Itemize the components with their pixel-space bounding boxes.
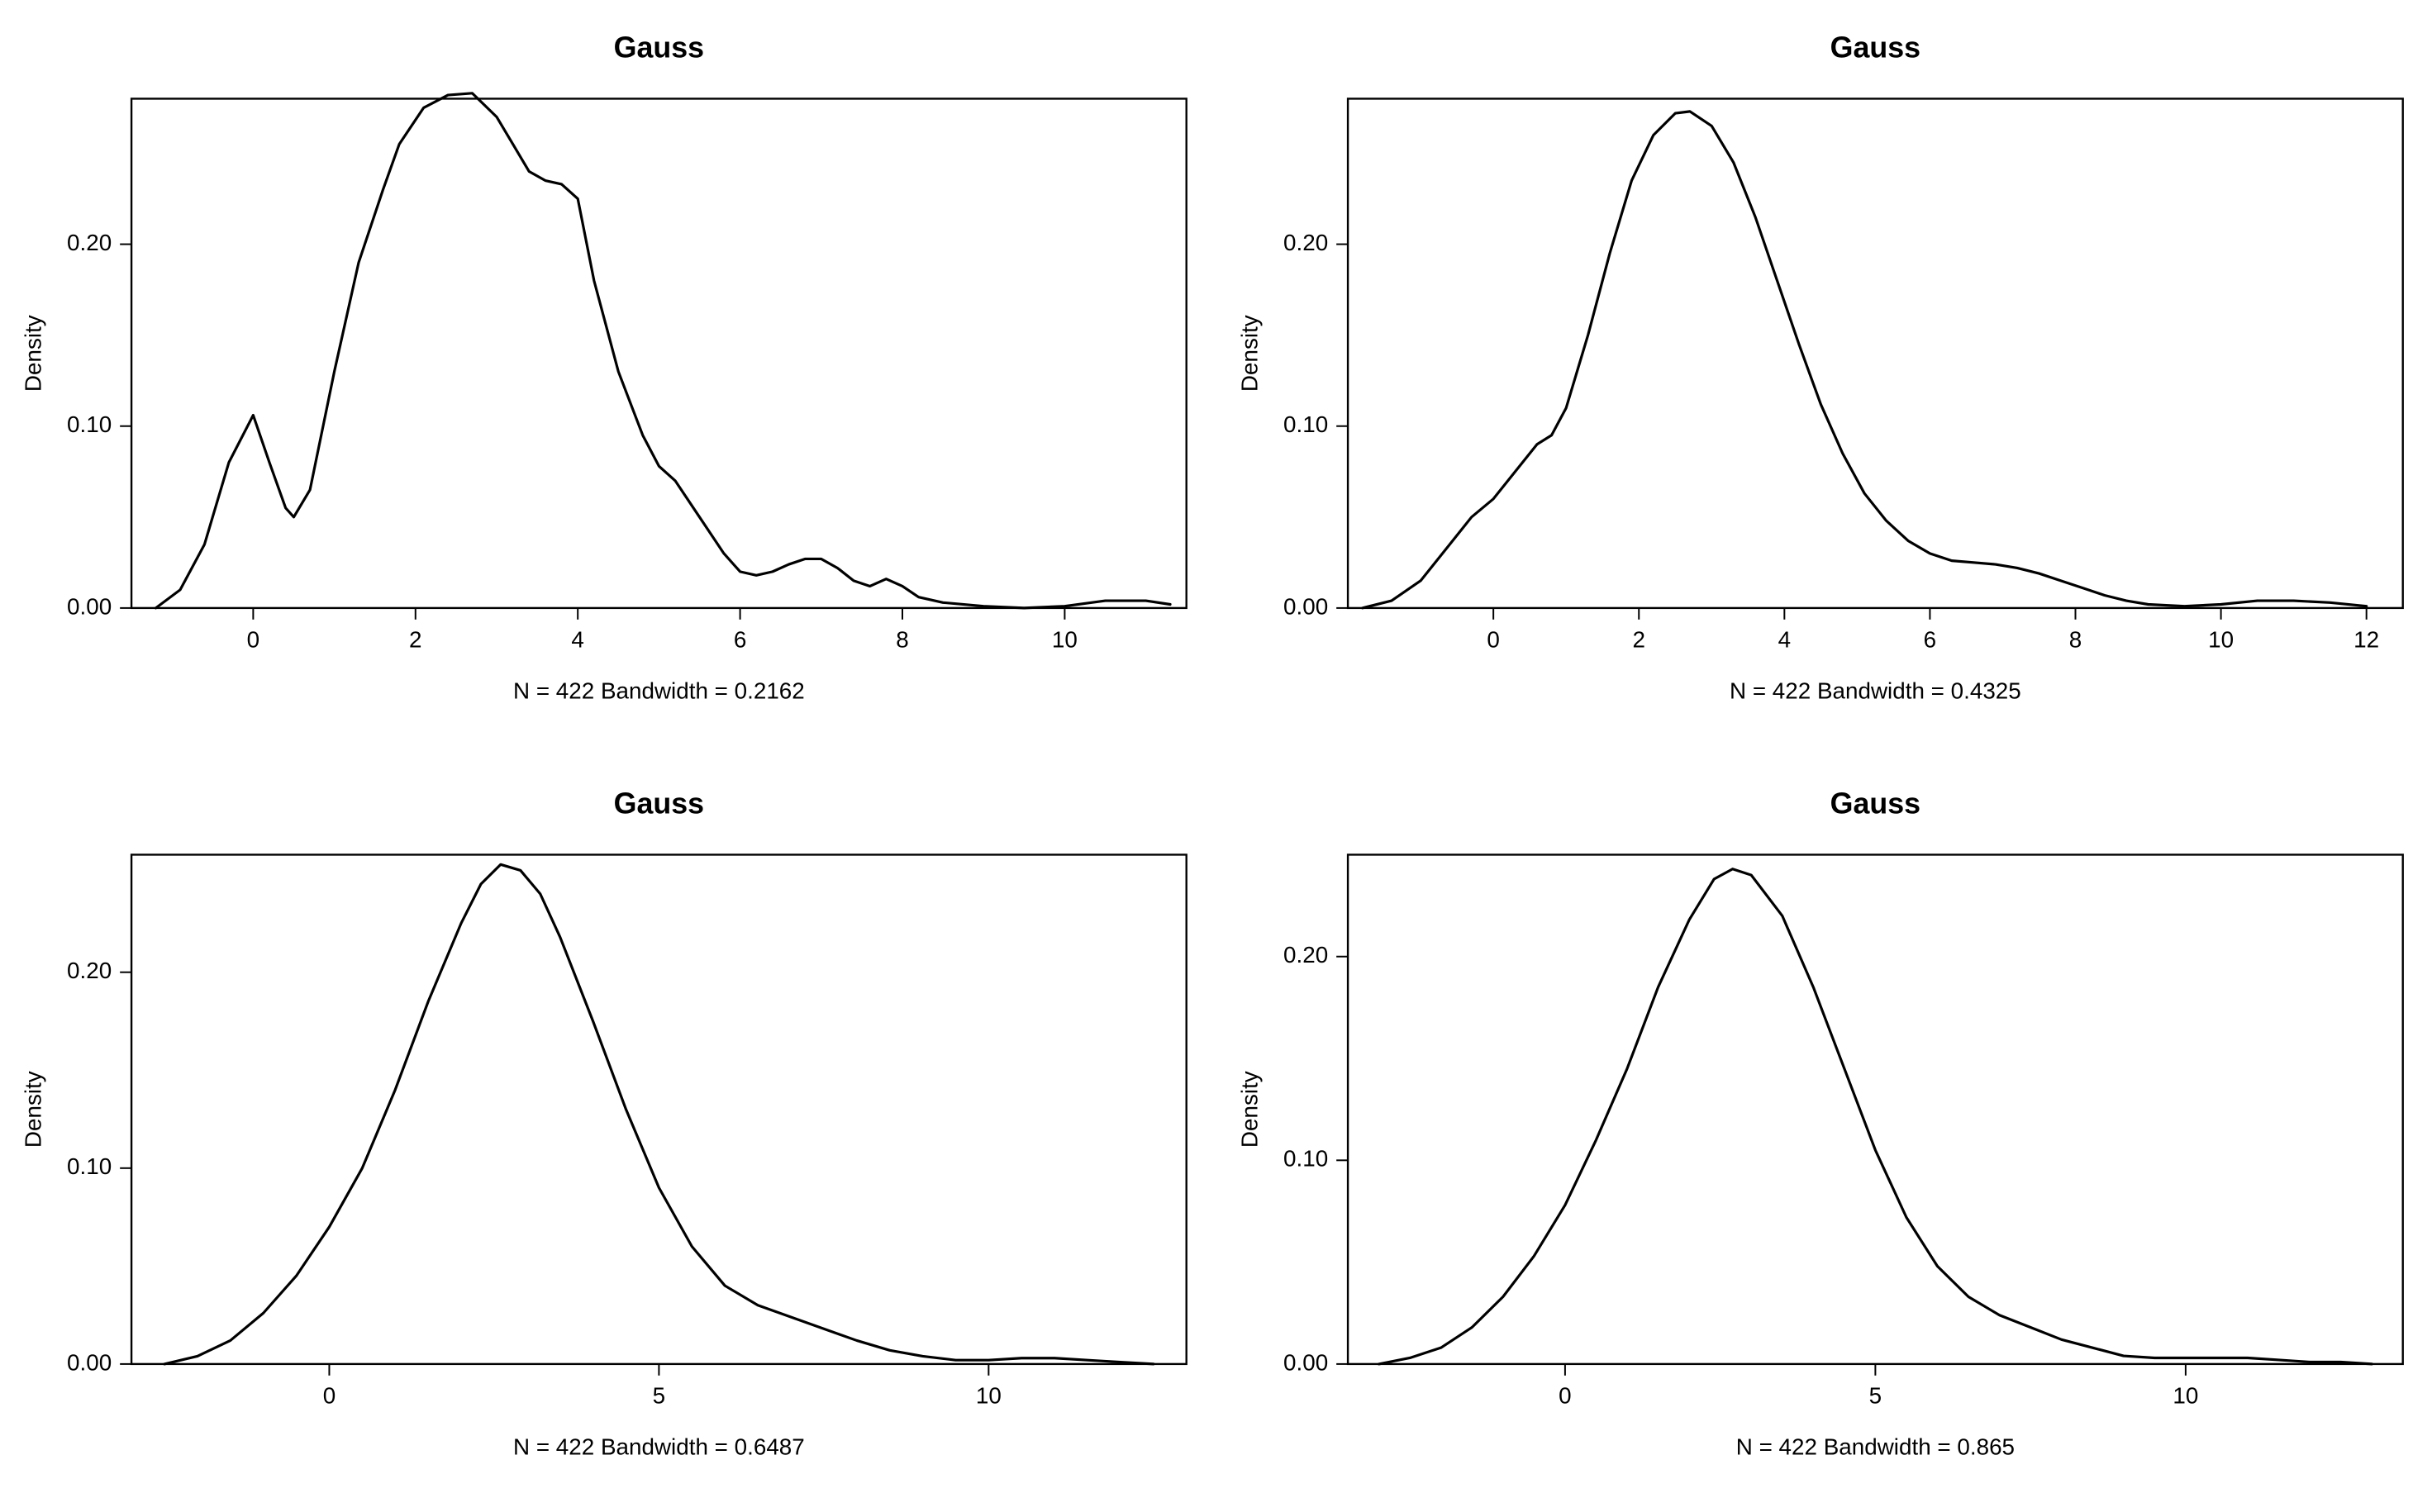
x-axis-sublabel: N = 422 Bandwidth = 0.4325 (1730, 678, 2021, 703)
y-tick-label: 0.10 (67, 411, 112, 437)
x-tick-label: 0 (247, 627, 259, 653)
x-tick-label: 0 (1487, 627, 1499, 653)
y-tick-label: 0.00 (67, 1349, 112, 1375)
x-axis-sublabel: N = 422 Bandwidth = 0.865 (1735, 1434, 2014, 1459)
x-tick-label: 10 (2208, 627, 2234, 653)
x-tick-label: 4 (1778, 627, 1790, 653)
x-tick-label: 8 (896, 627, 908, 653)
chart-grid: Gauss 0 2 4 6 8 10 0.00 0.10 0.20 Density N = 422 B… (0, 0, 2432, 1512)
density-curve (156, 93, 1171, 608)
x-tick-label: 10 (976, 1383, 1002, 1409)
y-tick-label: 0.20 (1283, 942, 1328, 968)
x-tick-label: 8 (2068, 627, 2081, 653)
density-panel-2: Gauss 0 2 4 6 8 10 12 0.00 0.10 0.20 Density N = 422… (1216, 0, 2432, 756)
x-tick-label: 10 (1052, 627, 1078, 653)
plot-box (131, 854, 1187, 1363)
x-tick-label: 5 (653, 1383, 665, 1409)
y-tick-label: 0.10 (67, 1153, 112, 1179)
x-tick-label: 6 (1923, 627, 1935, 653)
y-tick-label: 0.00 (67, 593, 112, 619)
y-tick-label: 0.00 (1283, 593, 1328, 619)
y-axis-label: Density (1236, 315, 1262, 392)
y-tick-label: 0.20 (67, 230, 112, 255)
x-tick-label: 12 (2353, 627, 2379, 653)
density-curve (164, 864, 1154, 1364)
y-tick-label: 0.10 (1283, 411, 1328, 437)
chart-title: Gauss (614, 787, 704, 820)
y-tick-label: 0.20 (67, 958, 112, 983)
x-tick-label: 6 (734, 627, 746, 653)
plot-box (131, 98, 1187, 607)
y-tick-label: 0.20 (1283, 230, 1328, 255)
x-tick-label: 0 (323, 1383, 336, 1409)
chart-title: Gauss (1830, 31, 1920, 64)
density-curve (1362, 112, 2366, 608)
density-curve (1378, 869, 2372, 1364)
x-axis-sublabel: N = 422 Bandwidth = 0.6487 (513, 1434, 805, 1459)
x-tick-label: 5 (1868, 1383, 1881, 1409)
chart-title: Gauss (1830, 787, 1920, 820)
x-tick-label: 2 (1632, 627, 1644, 653)
density-panel-3: Gauss 0 5 10 0.00 0.10 0.20 Density N = 422 Band… (0, 756, 1216, 1512)
y-tick-label: 0.00 (1283, 1349, 1328, 1375)
x-axis-sublabel: N = 422 Bandwidth = 0.2162 (513, 678, 805, 703)
y-axis-label: Density (21, 315, 46, 392)
x-tick-label: 10 (2173, 1383, 2198, 1409)
x-tick-label: 2 (409, 627, 421, 653)
y-tick-label: 0.10 (1283, 1146, 1328, 1172)
chart-title: Gauss (614, 31, 704, 64)
x-tick-label: 4 (571, 627, 583, 653)
plot-box (1348, 98, 2403, 607)
x-tick-label: 0 (1559, 1383, 1571, 1409)
density-panel-1: Gauss 0 2 4 6 8 10 0.00 0.10 0.20 Density N = 422 B… (0, 0, 1216, 756)
y-axis-label: Density (1236, 1071, 1262, 1148)
y-axis-label: Density (21, 1071, 46, 1148)
density-panel-4: Gauss 0 5 10 0.00 0.10 0.20 Density N = 422 Band… (1216, 756, 2432, 1512)
plot-box (1348, 854, 2403, 1363)
